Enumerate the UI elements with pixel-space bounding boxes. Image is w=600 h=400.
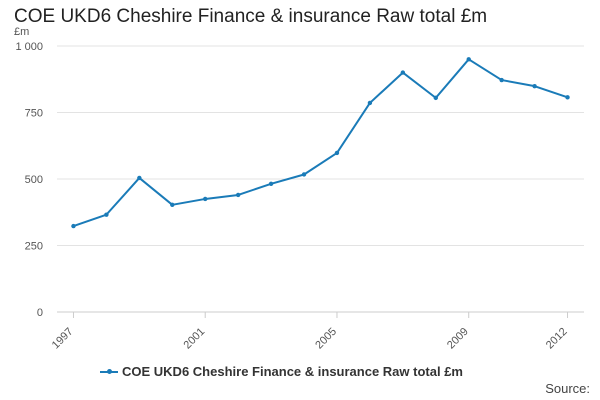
source-label: Source:	[545, 381, 590, 396]
x-tick-label: 2012	[544, 326, 570, 352]
data-point	[433, 95, 438, 101]
y-axis: 0 250 500 750 1 000 £m	[14, 26, 43, 319]
data-point	[334, 150, 340, 156]
data-point	[565, 95, 570, 100]
x-tick-label: 2001	[182, 326, 208, 352]
legend[interactable]: COE UKD6 Cheshire Finance & insurance Ra…	[100, 364, 463, 379]
data-point	[71, 223, 76, 229]
legend-label: COE UKD6 Cheshire Finance & insurance Ra…	[122, 364, 463, 379]
y-tick-label: 0	[37, 307, 43, 319]
series-layer	[71, 57, 570, 229]
y-tick-label: 1 000	[15, 41, 43, 53]
legend-swatch	[100, 369, 118, 374]
data-point	[203, 196, 208, 202]
y-tick-label: 250	[25, 241, 43, 253]
data-point	[466, 57, 471, 62]
data-point	[268, 181, 274, 186]
data-point	[301, 172, 307, 177]
data-point	[104, 212, 109, 217]
chart-title: COE UKD6 Cheshire Finance & insurance Ra…	[14, 6, 488, 27]
data-point	[400, 70, 406, 75]
gridlines	[57, 45, 584, 246]
x-tick-label: 2005	[313, 326, 339, 352]
data-point	[235, 192, 241, 198]
series-line	[73, 58, 568, 228]
y-tick-label: 750	[25, 108, 43, 120]
data-point	[499, 77, 504, 83]
x-tick-label: 1997	[50, 326, 76, 352]
y-axis-label: £m	[14, 26, 29, 38]
data-point	[532, 83, 537, 89]
data-point	[170, 202, 175, 208]
x-axis: 1997 2001 2005 2009 2012	[50, 311, 584, 352]
x-tick-label: 2009	[445, 326, 471, 352]
y-tick-label: 500	[25, 174, 43, 186]
data-point	[137, 175, 142, 181]
data-point	[367, 100, 373, 106]
